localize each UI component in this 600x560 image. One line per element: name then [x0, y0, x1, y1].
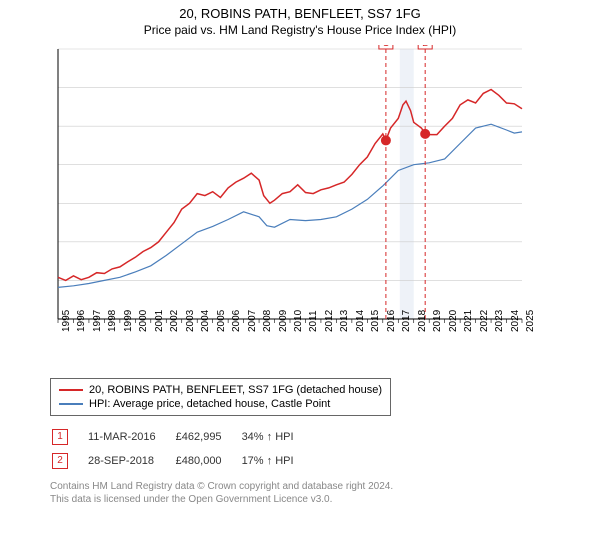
xtick-label: 2006	[231, 310, 242, 332]
xtick-label: 1996	[76, 310, 87, 332]
xtick-label: 2010	[293, 310, 304, 332]
xtick-label: 2005	[216, 310, 227, 332]
xtick-label: 2014	[355, 310, 366, 332]
xtick-label: 2011	[308, 310, 319, 332]
xtick-label: 2009	[278, 310, 289, 332]
xtick-label: 2017	[401, 310, 412, 332]
xtick-label: 2000	[138, 310, 149, 332]
sale-marker-number: 1	[52, 429, 68, 445]
legend-item: HPI: Average price, detached house, Cast…	[59, 398, 382, 410]
xtick-label: 2012	[324, 310, 335, 332]
xtick-label: 2004	[200, 310, 211, 332]
sale-delta: 34% ↑ HPI	[242, 426, 312, 448]
footer-line: Contains HM Land Registry data © Crown c…	[50, 480, 590, 493]
line-chart-svg: 12	[10, 45, 530, 355]
sale-marker-number: 2	[52, 453, 68, 469]
footer-attribution: Contains HM Land Registry data © Crown c…	[50, 480, 590, 506]
xtick-label: 2007	[247, 310, 258, 332]
xtick-label: 2002	[169, 310, 180, 332]
xtick-label: 2016	[386, 310, 397, 332]
legend-label: 20, ROBINS PATH, BENFLEET, SS7 1FG (deta…	[89, 384, 382, 396]
xtick-label: 2023	[494, 310, 505, 332]
xtick-label: 1995	[61, 310, 72, 332]
xtick-label: 2003	[185, 310, 196, 332]
xtick-label: 1999	[123, 310, 134, 332]
xtick-label: 2021	[463, 310, 474, 332]
xtick-label: 2019	[432, 310, 443, 332]
sale-marker-table: 1 11-MAR-2016£462,99534% ↑ HPI 2 28-SEP-201…	[50, 424, 314, 474]
sale-delta: 17% ↑ HPI	[242, 450, 312, 472]
xtick-label: 2022	[479, 310, 490, 332]
sale-marker-row: 1 11-MAR-2016£462,99534% ↑ HPI	[52, 426, 312, 448]
sale-price: £480,000	[176, 450, 240, 472]
xtick-label: 2001	[154, 310, 165, 332]
xtick-label: 2024	[510, 310, 521, 332]
legend-label: HPI: Average price, detached house, Cast…	[89, 398, 330, 410]
xtick-label: 2013	[339, 310, 350, 332]
sale-marker-row: 2 28-SEP-2018£480,00017% ↑ HPI	[52, 450, 312, 472]
legend-box: 20, ROBINS PATH, BENFLEET, SS7 1FG (deta…	[50, 378, 391, 416]
xtick-label: 1998	[107, 310, 118, 332]
xtick-label: 2008	[262, 310, 273, 332]
chart-subtitle: Price paid vs. HM Land Registry's House …	[0, 23, 600, 37]
sale-date: 11-MAR-2016	[88, 426, 174, 448]
xtick-label: 1997	[92, 310, 103, 332]
sale-price: £462,995	[176, 426, 240, 448]
chart-container: 20, ROBINS PATH, BENFLEET, SS7 1FG Price…	[0, 6, 600, 506]
legend-item: 20, ROBINS PATH, BENFLEET, SS7 1FG (deta…	[59, 384, 382, 396]
svg-text:2: 2	[422, 45, 428, 49]
svg-text:1: 1	[383, 45, 389, 49]
chart-area: £0£100K£200K£300K£400K£500K£600K£700K 12…	[10, 45, 590, 370]
sale-date: 28-SEP-2018	[88, 450, 174, 472]
xtick-label: 2018	[417, 310, 428, 332]
xtick-label: 2025	[525, 310, 536, 332]
chart-title: 20, ROBINS PATH, BENFLEET, SS7 1FG	[0, 6, 600, 21]
xtick-label: 2015	[370, 310, 381, 332]
xtick-label: 2020	[448, 310, 459, 332]
footer-line: This data is licensed under the Open Gov…	[50, 493, 590, 506]
